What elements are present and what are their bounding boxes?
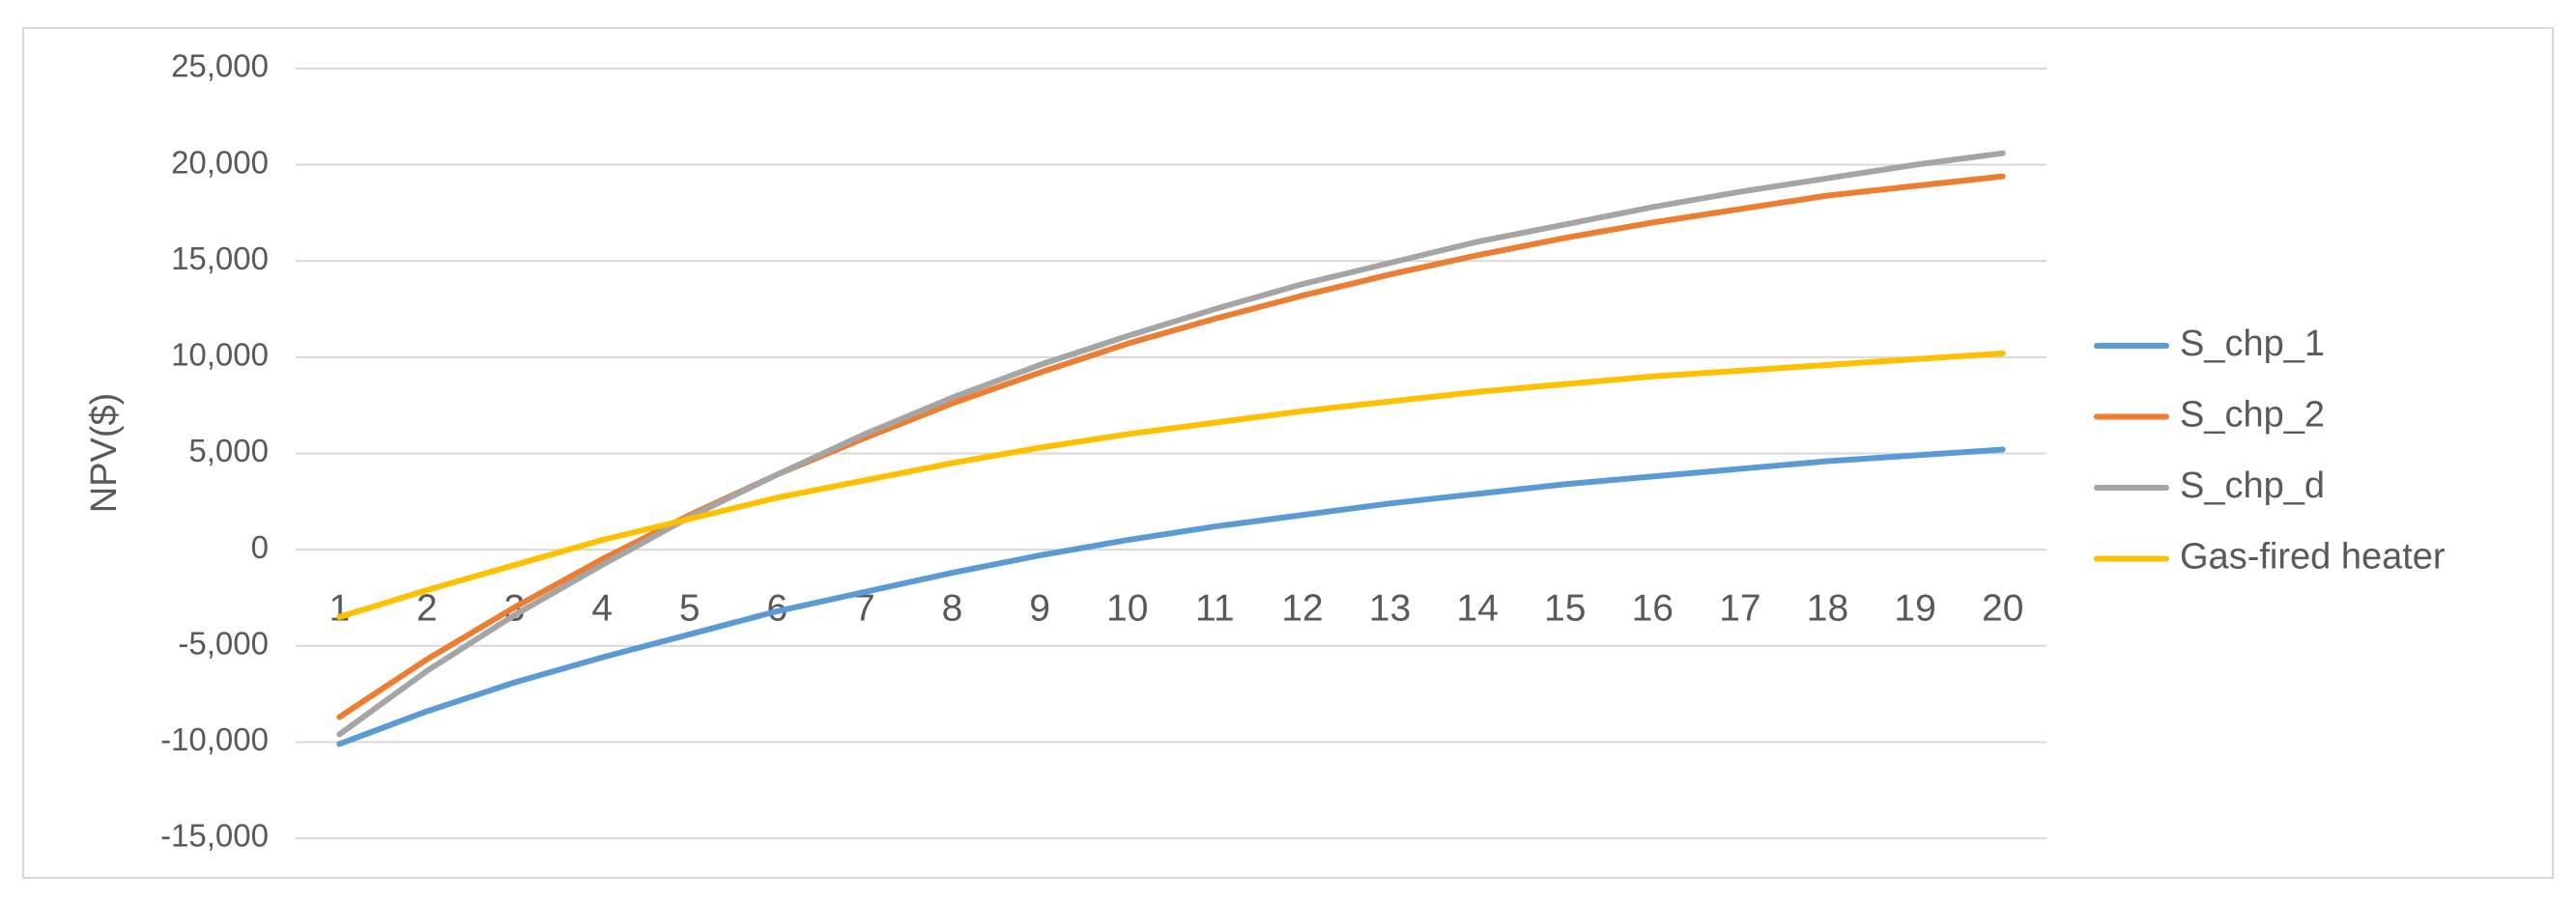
x-tick-label: 4: [591, 587, 613, 629]
x-tick-label: 14: [1456, 587, 1498, 629]
legend-label: S_chp_1: [2180, 324, 2325, 364]
y-axis-title: NPV($): [84, 393, 125, 514]
x-tick-label: 18: [1807, 587, 1848, 629]
y-tick-label: 10,000: [171, 337, 269, 373]
series-line: [336, 446, 2006, 748]
series-line: [336, 150, 2006, 738]
x-tick-label: 8: [942, 587, 963, 629]
y-tick-label: -10,000: [160, 721, 269, 757]
series-line: [336, 173, 2006, 720]
x-tick-label: 1: [329, 587, 350, 629]
y-tick-label: -15,000: [160, 818, 269, 854]
x-tick-label: 17: [1719, 587, 1760, 629]
x-tick-label: 9: [1029, 587, 1050, 629]
x-tick-label: 16: [1632, 587, 1674, 629]
y-tick-label: 0: [251, 529, 269, 565]
x-tick-label: 13: [1369, 587, 1411, 629]
x-tick-label: 15: [1544, 587, 1586, 629]
y-tick-label: 5,000: [188, 433, 269, 468]
x-tick-label: 20: [1982, 587, 2023, 629]
legend-label: S_chp_2: [2180, 395, 2325, 436]
series-line: [336, 350, 2006, 620]
x-tick-label: 12: [1281, 587, 1323, 629]
y-tick-label: -5,000: [178, 625, 269, 661]
y-tick-label: 20,000: [171, 144, 269, 180]
x-tick-label: 11: [1195, 587, 1235, 629]
legend-label: Gas-fired heater: [2180, 537, 2446, 578]
y-tick-label: 25,000: [171, 48, 269, 84]
x-tick-label: 10: [1106, 587, 1148, 629]
x-tick-label: 2: [416, 587, 438, 629]
x-tick-label: 5: [679, 587, 701, 629]
x-tick-label: 7: [854, 587, 875, 629]
y-tick-label: 15,000: [171, 240, 269, 276]
legend-label: S_chp_d: [2180, 466, 2325, 506]
x-tick-label: 19: [1894, 587, 1935, 629]
